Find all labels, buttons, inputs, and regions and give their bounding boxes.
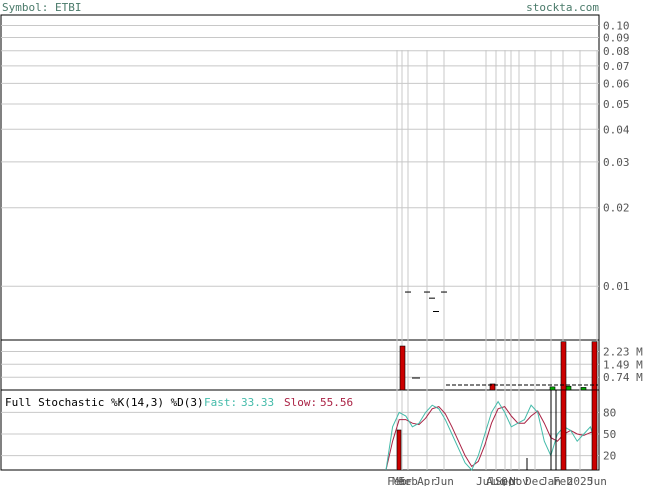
- x-tick-label: Jun: [434, 475, 454, 486]
- fast-label: Fast:: [204, 396, 237, 409]
- stoch-tick-label: 50: [603, 428, 616, 441]
- stochastic-title: Full Stochastic %K(14,3) %D(3): [5, 396, 204, 409]
- volume-tick-label: 2.23 M: [603, 346, 643, 359]
- stochastic-layer: [385, 389, 598, 471]
- slow-label: Slow:: [284, 396, 317, 409]
- stoch-highlight-bar: [396, 429, 402, 471]
- volume-bar: [489, 383, 496, 391]
- slow-value: 55.56: [320, 396, 353, 409]
- price-layer: [405, 291, 447, 312]
- price-tick-label: 0.08: [603, 45, 630, 58]
- fast-value: 33.33: [241, 396, 274, 409]
- volume-bar: [399, 345, 406, 391]
- price-tick-label: 0.04: [603, 123, 630, 136]
- x-tick-label: Feb: [398, 475, 418, 486]
- volume-tick-label: 0.74 M: [603, 371, 643, 384]
- price-panel-frame: [0, 14, 600, 341]
- volume-bar: [565, 385, 572, 391]
- x-tick-label: Jan: [541, 475, 561, 486]
- x-tick-label: Aug: [486, 475, 506, 486]
- price-tick-label: 0.01: [603, 280, 630, 293]
- site-label: stockta.com: [526, 1, 599, 14]
- volume-tick-label: 1.49 M: [603, 358, 643, 371]
- price-tick-label: 0.03: [603, 156, 630, 169]
- volume-panel-frame: [0, 339, 600, 391]
- x-tick-label: Apr: [417, 475, 437, 486]
- price-tick-label: 0.09: [603, 31, 630, 44]
- price-tick-label: 0.06: [603, 77, 630, 90]
- stoch-highlight-bar: [560, 389, 567, 471]
- price-tick-label: 0.10: [603, 20, 630, 33]
- volume-layer: [399, 341, 598, 391]
- volume-bar: [580, 387, 587, 391]
- x-tick-label: Sep: [495, 475, 515, 486]
- price-tick-label: 0.02: [603, 202, 630, 215]
- symbol-label: Symbol: ETBI: [2, 1, 81, 14]
- x-tick-label: Jun: [587, 475, 607, 486]
- volume-bar: [560, 341, 567, 391]
- price-tick-label: 0.07: [603, 60, 630, 73]
- volume-bar: [591, 341, 598, 391]
- x-tick-label: 2025: [567, 475, 594, 486]
- stoch-highlight-bar: [591, 389, 598, 471]
- x-tick-label: Dec: [525, 475, 545, 486]
- x-tick-label: Feb: [387, 475, 407, 486]
- x-tick-label: Mar: [392, 475, 412, 486]
- stoch-tick-label: 80: [603, 406, 616, 419]
- x-tick-label: Oct: [501, 475, 521, 486]
- stochastic-panel-frame: [0, 389, 600, 471]
- x-tick-label: Nov: [509, 475, 529, 486]
- price-tick-label: 0.05: [603, 98, 630, 111]
- x-tick-label: Feb: [553, 475, 573, 486]
- x-tick-label: Jul: [476, 475, 496, 486]
- volume-bar: [549, 386, 556, 391]
- stoch-tick-label: 20: [603, 450, 616, 463]
